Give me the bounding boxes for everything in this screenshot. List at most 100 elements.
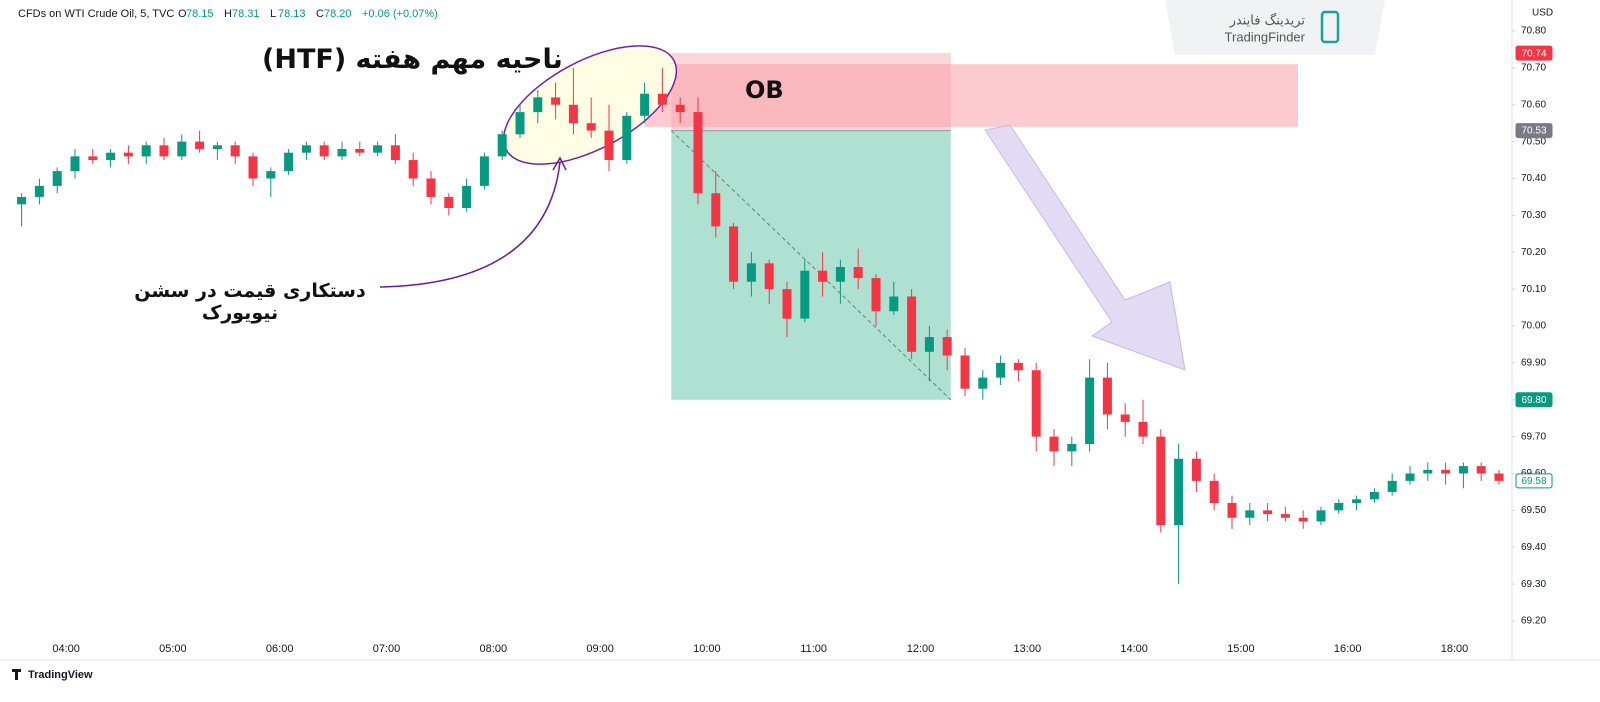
- candle-body: [301, 145, 311, 153]
- ohlc-key: H: [224, 8, 232, 20]
- candle-body: [978, 377, 988, 389]
- candle-body: [551, 97, 561, 105]
- candle-body: [70, 156, 80, 172]
- candle-body: [248, 156, 258, 179]
- candle-body: [52, 171, 62, 186]
- candle-body: [889, 296, 899, 312]
- manipulation-line-1: دستکاری قیمت در سشن: [134, 280, 366, 302]
- candle-body: [1156, 436, 1166, 526]
- htf-label: ناحیه مهم هفته (HTF): [262, 44, 563, 75]
- candle-body: [693, 112, 703, 194]
- candle-body: [675, 104, 685, 113]
- x-tick-label: 10:00: [693, 643, 721, 655]
- candle-body: [177, 141, 187, 157]
- x-tick-label: 12:00: [907, 643, 935, 655]
- candle-body: [604, 130, 614, 161]
- candle-body: [1227, 503, 1237, 518]
- ob-zone: [644, 64, 1298, 127]
- ohlc-key: L: [270, 8, 276, 20]
- candle-body: [960, 355, 970, 389]
- candle-body: [1174, 458, 1184, 526]
- y-tick-label: 70.40: [1521, 173, 1546, 184]
- y-tick-label: 69.30: [1521, 579, 1546, 590]
- candle-body: [586, 123, 596, 131]
- candle-body: [800, 270, 810, 319]
- y-tick-label: 70.70: [1521, 63, 1546, 74]
- tv-logo: [12, 669, 21, 680]
- price-badge-label: 69.80: [1521, 395, 1546, 406]
- candle-body: [853, 267, 863, 279]
- ohlc-value: 78.15: [186, 8, 214, 20]
- logo-fa: تریدینگ فایندر: [1229, 13, 1306, 29]
- header-title: CFDs on WTI Crude Oil, 5, TVC: [18, 8, 174, 20]
- logo-icon: [1320, 10, 1340, 44]
- price-badge-label: 70.74: [1521, 48, 1546, 59]
- x-tick-label: 16:00: [1334, 643, 1362, 655]
- y-tick-label: 69.90: [1521, 358, 1546, 369]
- candle-body: [1191, 458, 1201, 481]
- candle-body: [337, 149, 347, 157]
- x-tick-label: 15:00: [1227, 643, 1255, 655]
- y-tick-label: 70.60: [1521, 99, 1546, 110]
- candle-body: [1298, 517, 1308, 522]
- ohlc-value: 78.13: [278, 8, 306, 20]
- y-tick-label: 70.80: [1521, 26, 1546, 37]
- x-tick-label: 08:00: [480, 643, 508, 655]
- candle-body: [1280, 514, 1290, 518]
- candle-body: [141, 145, 151, 157]
- candle-body: [1458, 466, 1468, 474]
- candle-body: [1387, 480, 1397, 492]
- candle-body: [1476, 466, 1486, 474]
- price-badge-label: 69.58: [1521, 476, 1546, 487]
- candle-body: [996, 362, 1006, 378]
- candle-body: [818, 270, 828, 282]
- candle-body: [1209, 480, 1219, 503]
- ohlc-key: C: [316, 8, 324, 20]
- candle-body: [622, 115, 632, 161]
- candle-body: [515, 112, 525, 135]
- ohlc-value: 78.20: [324, 8, 352, 20]
- candle-body: [195, 141, 205, 149]
- x-tick-label: 18:00: [1441, 643, 1469, 655]
- y-tick-label: 70.20: [1521, 247, 1546, 258]
- candle-body: [1120, 414, 1130, 422]
- y-tick-label: 69.40: [1521, 542, 1546, 553]
- trend-line: [670, 130, 952, 401]
- x-tick-label: 05:00: [159, 643, 187, 655]
- candle-body: [88, 156, 98, 161]
- x-tick-label: 09:00: [586, 643, 614, 655]
- price-badge-label: 70.53: [1521, 126, 1546, 137]
- y-tick-label: 70.10: [1521, 284, 1546, 295]
- candle-body: [212, 145, 222, 149]
- candle-body: [426, 178, 436, 197]
- candle-body: [1423, 469, 1433, 474]
- price-badge: [1515, 473, 1553, 489]
- x-tick-label: 07:00: [373, 643, 401, 655]
- candle-body: [123, 152, 133, 157]
- footer: TradingView: [28, 669, 93, 681]
- candle-body: [533, 97, 543, 113]
- annotation-arrow: [379, 161, 561, 288]
- candle-body: [266, 171, 276, 179]
- candle-body: [1138, 421, 1148, 437]
- candle-body: [835, 267, 845, 282]
- header-ohlc: O 78.15 H 78.31 L 78.13 C 78.20 +0.06 (+0.07%): [178, 8, 438, 20]
- candle-body: [34, 185, 44, 197]
- candle-body: [1049, 436, 1059, 452]
- candle-body: [230, 145, 240, 157]
- zones: [644, 53, 1298, 401]
- candle-body: [159, 145, 169, 157]
- manipulation-line-2: نیویورک: [201, 302, 279, 324]
- candle-body: [711, 193, 721, 227]
- y-tick-label: 70.00: [1521, 321, 1546, 332]
- candle-body: [1316, 510, 1326, 522]
- candle-body: [1031, 370, 1041, 437]
- x-tick-label: 14:00: [1120, 643, 1148, 655]
- candle-body: [942, 337, 952, 356]
- candle-body: [284, 152, 294, 172]
- candle-body: [782, 289, 792, 319]
- y-tick-label: 69.70: [1521, 431, 1546, 442]
- candle-body: [1334, 503, 1344, 511]
